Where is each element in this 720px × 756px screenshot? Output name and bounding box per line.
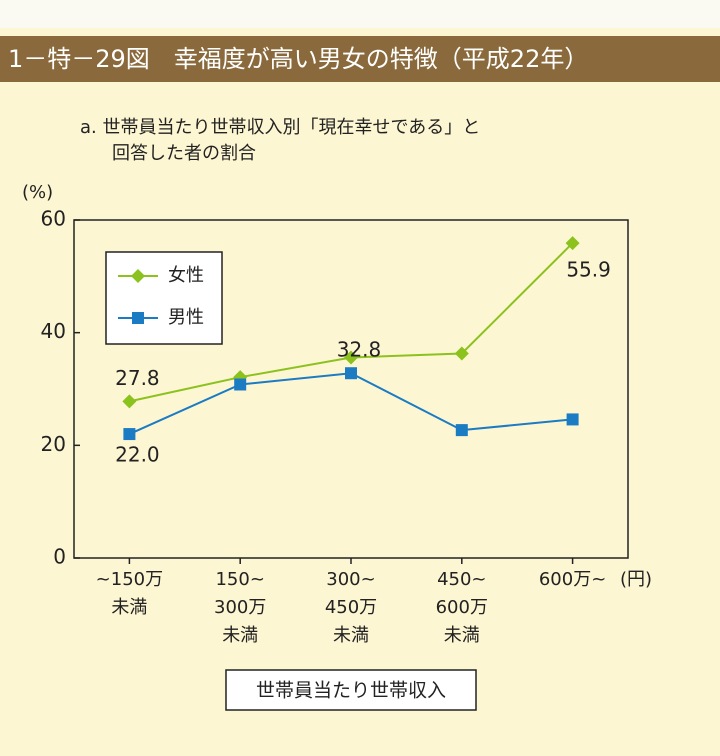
x-unit-label: (円)	[620, 569, 652, 590]
point	[344, 350, 358, 365]
x-tick-label: 未満	[444, 625, 480, 646]
top-strip	[0, 0, 720, 28]
data-label: 32.8	[337, 338, 382, 362]
x-tick-label: 未満	[111, 597, 147, 618]
chart-title: 回答した者の割合	[112, 143, 256, 164]
point	[345, 367, 357, 380]
legend-label: 女性	[168, 265, 204, 286]
y-tick-label: 20	[41, 432, 66, 456]
data-label: 22.0	[115, 443, 160, 467]
series-line	[128, 372, 573, 435]
y-tick-label: 60	[41, 207, 66, 231]
x-tick-label: 600万~	[539, 569, 606, 590]
legend-marker	[132, 312, 144, 324]
x-tick-label: 未満	[222, 625, 258, 646]
point	[234, 378, 247, 391]
point	[566, 413, 579, 426]
x-tick-label: 150~	[215, 569, 264, 590]
x-label-box	[225, 669, 477, 711]
y-axis-label: (%)	[22, 182, 53, 203]
x-tick-label: 450~	[437, 569, 486, 590]
x-tick-label: 450万	[325, 597, 377, 618]
point	[123, 428, 136, 441]
legend-marker	[131, 269, 145, 283]
point	[565, 236, 580, 251]
x-tick-label: 未満	[333, 625, 369, 646]
point	[454, 346, 469, 361]
legend-box	[105, 251, 223, 345]
header-title: 1－特－29図 幸福度が高い男女の特徴（平成22年）	[8, 45, 588, 73]
y-tick-label: 0	[53, 545, 66, 569]
legend-label: 男性	[168, 307, 204, 328]
data-label: 55.9	[566, 258, 611, 282]
point	[455, 424, 468, 437]
x-tick-label: 300万	[214, 597, 266, 618]
x-tick-label: 600万	[436, 597, 488, 618]
point	[122, 394, 137, 409]
x-axis-label: 世帯員当たり世帯収入	[256, 680, 446, 702]
chart-title: a. 世帯員当たり世帯収入別「現在幸せである」と	[80, 117, 480, 138]
y-tick-label: 40	[41, 319, 66, 343]
header-bar	[0, 36, 720, 82]
x-tick-label: ~150万	[96, 569, 163, 590]
data-label: 27.8	[115, 366, 160, 390]
x-tick-label: 300~	[326, 569, 375, 590]
